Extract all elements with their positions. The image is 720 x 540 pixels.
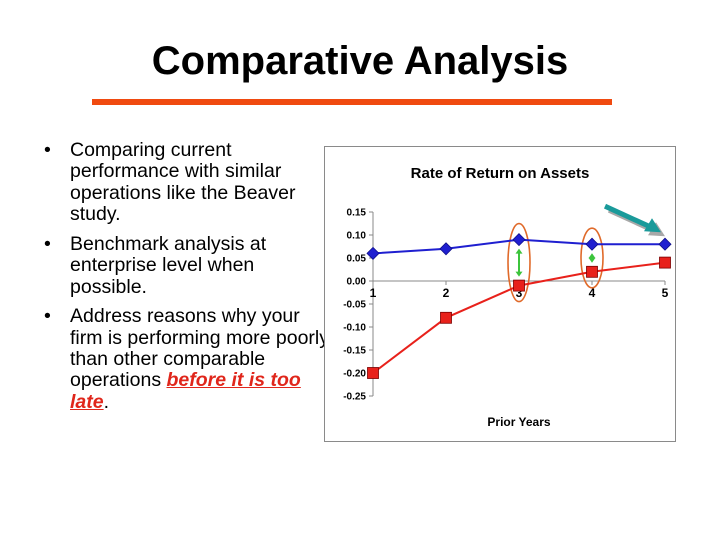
bullet-emphasis: before it is too late	[70, 369, 301, 413]
y-tick-label: -0.15	[343, 346, 366, 357]
x-tick-label: 3	[516, 286, 523, 300]
series-1-point	[366, 246, 380, 260]
bullet-text: Benchmark analysis at enterprise level w…	[70, 232, 267, 298]
bullet-text-end: .	[103, 390, 110, 413]
series-2-point	[367, 367, 379, 379]
gap-arrow-head	[515, 271, 523, 277]
chart-title: Rate of Return on Assets	[411, 165, 590, 182]
gap-arrow-head	[588, 253, 596, 259]
slide-title: Comparative Analysis	[151, 39, 569, 83]
gap-arrow-head	[588, 257, 596, 263]
series-2-line	[372, 261, 666, 374]
gap-arrow-head	[515, 248, 523, 254]
y-tick-label: 0.10	[347, 231, 367, 242]
series-2-point	[659, 256, 671, 269]
y-tick-label: 0.15	[347, 208, 367, 219]
x-axis-label: Prior Years	[487, 415, 550, 429]
series-2-point	[440, 311, 452, 324]
series-1-point	[658, 237, 672, 251]
bullet-text: Comparing current performance with simil…	[70, 139, 296, 226]
series-1-point	[439, 242, 453, 256]
bullet-dot: •	[44, 305, 51, 328]
chart-panel: Rate of Return on Assets Prior Years 0.1…	[324, 146, 676, 442]
y-tick-label: -0.10	[343, 323, 366, 334]
series-2-point	[513, 279, 525, 292]
y-tick-label: 0.05	[347, 254, 367, 265]
chart-svg: Rate of Return on Assets Prior Years 0.1…	[343, 165, 672, 429]
series-2-point	[586, 265, 598, 278]
title-underline	[92, 99, 612, 105]
bullet-dot: •	[44, 232, 51, 255]
bullet-item: • Address reasons why your firm is perfo…	[40, 305, 330, 413]
y-tick-label: -0.20	[343, 369, 366, 380]
series-1-point	[512, 233, 526, 247]
bullet-item: • Comparing current performance with sim…	[40, 139, 330, 226]
highlight-ellipse	[507, 222, 531, 303]
x-tick-label: 1	[370, 286, 377, 300]
x-tick-label: 2	[443, 286, 450, 300]
x-tick-label: 4	[589, 286, 596, 300]
highlight-ellipse	[580, 227, 604, 289]
bullet-list: • Comparing current performance with sim…	[40, 139, 330, 421]
series-1-point	[585, 237, 599, 251]
y-tick-label: 0.00	[347, 277, 367, 288]
trend-arrow-head	[644, 218, 661, 233]
bullet-dot: •	[44, 139, 51, 161]
y-tick-label: -0.25	[343, 392, 366, 403]
y-tick-label: -0.05	[343, 300, 366, 311]
bullet-item: • Benchmark analysis at enterprise level…	[40, 232, 330, 298]
trend-arrow-shaft	[603, 203, 653, 230]
x-tick-label: 5	[662, 286, 669, 300]
bullet-text: Address reasons why your firm is perform…	[70, 305, 329, 392]
